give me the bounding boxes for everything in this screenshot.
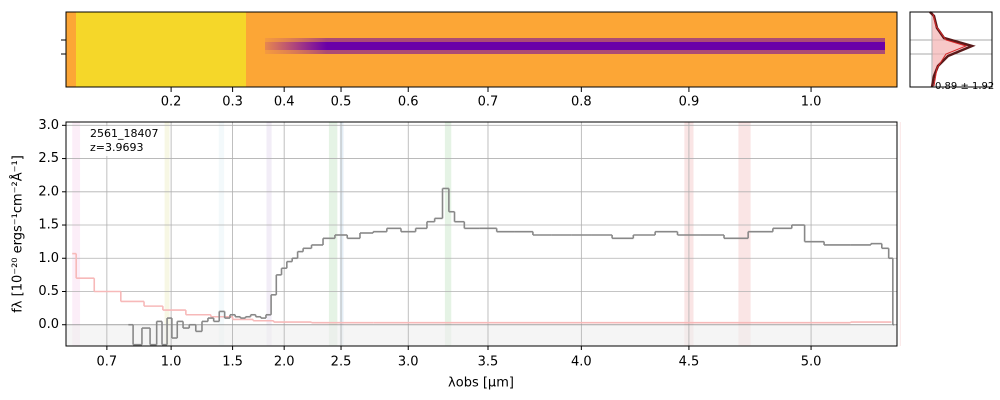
image-frame: [65, 11, 898, 88]
line-band: [218, 122, 225, 346]
y-tick-label: 0.0: [38, 317, 59, 332]
line-band: [266, 122, 272, 346]
x-tick-label: 0.2: [161, 95, 182, 110]
x-tick-label: 0.9: [679, 95, 700, 110]
y-tick-label: 2.5: [38, 151, 59, 166]
x-tick-label: 0.5: [331, 95, 352, 110]
line-band: [738, 122, 751, 346]
zero-shade: [66, 324, 897, 346]
inset-frame: [909, 11, 993, 88]
x-tick-label: 3.0: [398, 355, 419, 370]
line-band: [328, 122, 338, 346]
x-tick-label: 1.5: [222, 355, 243, 370]
line-band: [339, 122, 344, 346]
histogram-fill: [932, 14, 968, 86]
model-line: [932, 13, 968, 87]
noise-region: [76, 12, 246, 87]
x-tick-label: 4.0: [571, 355, 592, 370]
line-band: [164, 122, 170, 346]
x-tick-label: 1.0: [801, 95, 822, 110]
x-tick-label: 0.6: [398, 95, 419, 110]
y-axis-label: fλ [10⁻²⁰ ergs⁻¹cm⁻²Å⁻¹]: [10, 155, 26, 313]
y-tick-label: 1.0: [38, 251, 59, 266]
x-tick-label: 1.0: [161, 355, 182, 370]
spectrum-2d: [61, 11, 898, 88]
annotation: z=3.9693: [90, 141, 143, 154]
y-tick-label: 1.5: [38, 218, 59, 233]
annotation: 2561_18407: [90, 127, 159, 140]
y-tick-label: 2.0: [38, 184, 59, 199]
x-tick-label: 0.4: [274, 95, 295, 110]
line-band: [899, 122, 901, 346]
x-tick-label: 0.7: [97, 355, 118, 370]
x-axis-label: λobs [μm]: [448, 376, 514, 391]
histogram-inset: [909, 11, 993, 88]
x-tick-label: 4.5: [679, 355, 700, 370]
line-band: [444, 122, 452, 346]
y-tick-label: 3.0: [38, 118, 59, 133]
x-tick-label: 2.0: [274, 355, 295, 370]
annotation-box: [84, 126, 150, 156]
line-band: [72, 122, 81, 346]
x-tick-label: 5.0: [801, 355, 822, 370]
x-tick-label: 0.7: [478, 95, 499, 110]
trace-core: [265, 42, 885, 50]
x-tick-label: 3.5: [478, 355, 499, 370]
x-tick-label: 0.3: [222, 95, 243, 110]
inset-label: 0.89 ± 1.92: [935, 81, 994, 92]
x-tick-label: 2.5: [331, 355, 352, 370]
plot-frame: [65, 121, 898, 347]
x-tick-label: 0.8: [571, 95, 592, 110]
y-tick-label: 0.5: [38, 284, 59, 299]
